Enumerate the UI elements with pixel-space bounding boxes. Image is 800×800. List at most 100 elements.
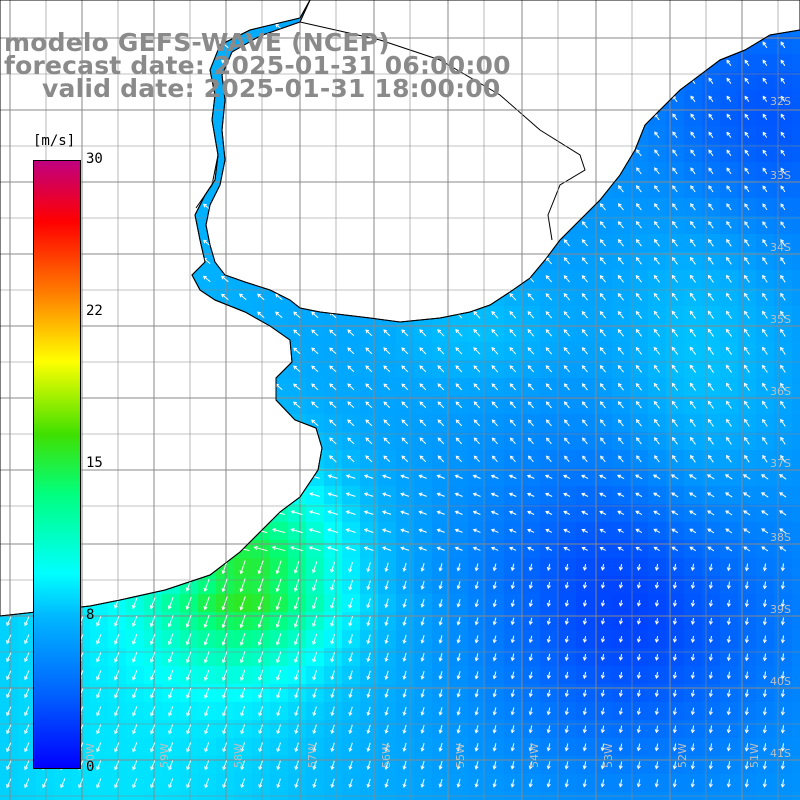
wind-arrow-head: [222, 748, 227, 753]
wind-arrow: [728, 653, 730, 661]
wind-arrow: [545, 365, 553, 373]
wind-arrow-head: [545, 419, 550, 424]
wind-arrow: [403, 670, 407, 680]
lat-label: 32S: [770, 95, 791, 108]
wind-arrow: [743, 474, 751, 480]
wind-arrow-head: [366, 568, 371, 573]
wind-arrow: [385, 580, 389, 590]
wind-arrow: [601, 725, 605, 733]
wind-arrow-head: [636, 711, 641, 716]
wind-arrow-head: [420, 621, 425, 626]
lat-label: 36S: [770, 385, 791, 398]
wind-arrow: [618, 221, 624, 229]
wind-arrow-head: [545, 293, 550, 298]
wind-arrow: [239, 293, 247, 301]
wind-arrow-head: [276, 676, 281, 681]
wind-arrow: [349, 706, 353, 716]
wind-arrow-head: [635, 401, 640, 405]
wind-arrow: [581, 511, 589, 515]
wind-arrow-head: [6, 766, 10, 771]
wind-arrow: [96, 706, 102, 716]
wind-arrow-head: [563, 474, 568, 479]
wind-arrow-head: [456, 603, 461, 608]
wind-arrow-head: [347, 455, 352, 460]
wind-arrow-head: [654, 620, 659, 625]
wind-arrow-head: [654, 584, 659, 589]
wind-arrow: [726, 311, 732, 319]
wind-arrow: [473, 311, 481, 319]
wind-arrow-head: [546, 693, 551, 698]
wind-arrow: [383, 347, 391, 355]
wind-arrow: [674, 618, 676, 624]
wind-arrow-head: [546, 584, 551, 589]
wind-arrow: [726, 60, 732, 66]
wind-arrow-head: [401, 329, 406, 334]
wind-arrow: [780, 41, 786, 49]
wind-arrow-head: [780, 238, 785, 244]
wind-arrow-head: [114, 694, 119, 699]
wind-arrow: [780, 437, 786, 445]
wind-arrow: [655, 671, 659, 679]
wind-arrow-head: [617, 257, 622, 262]
wind-arrow: [493, 779, 497, 787]
wind-arrow-head: [114, 730, 119, 735]
wind-arrow-head: [600, 747, 605, 752]
wind-arrow: [491, 511, 499, 515]
wind-arrow: [690, 114, 696, 120]
wind-arrow-head: [238, 41, 243, 46]
wind-arrow-head: [762, 221, 767, 226]
wind-arrow-head: [726, 567, 731, 572]
wind-arrow: [96, 760, 102, 770]
wind-arrow: [222, 632, 228, 646]
wind-arrow-head: [168, 748, 173, 753]
wind-arrow: [221, 59, 229, 67]
wind-arrow-head: [222, 676, 226, 682]
wind-arrow: [150, 670, 156, 680]
wind-arrow: [618, 239, 624, 247]
wind-arrow: [654, 185, 660, 193]
wind-arrow: [689, 365, 697, 373]
wind-arrow-head: [618, 692, 623, 698]
wind-arrow: [473, 329, 481, 337]
wind-arrow-head: [618, 455, 622, 460]
wind-arrow: [745, 779, 749, 787]
wind-arrow: [671, 293, 679, 301]
wind-arrow: [672, 455, 678, 463]
wind-arrow-head: [726, 657, 731, 662]
wind-arrow-head: [222, 766, 227, 771]
wind-arrow-head: [726, 729, 731, 734]
wind-arrow: [690, 257, 696, 265]
wind-arrow: [582, 383, 588, 391]
wind-arrow-head: [564, 638, 569, 643]
wind-arrow: [473, 347, 481, 355]
wind-arrow: [367, 724, 371, 734]
wind-arrow-head: [271, 545, 276, 550]
wind-arrow: [400, 511, 410, 515]
wind-arrow: [708, 419, 714, 427]
wind-arrow: [96, 742, 102, 752]
wind-arrow: [601, 779, 605, 787]
wind-arrow-head: [132, 784, 137, 789]
wind-arrow: [96, 670, 102, 680]
wind-arrow-head: [762, 585, 767, 590]
wind-arrow-head: [6, 676, 10, 681]
wind-arrow-head: [168, 694, 173, 699]
wind-arrow-head: [617, 546, 622, 551]
wind-arrow: [672, 257, 678, 265]
wind-arrow-head: [654, 131, 658, 136]
wind-arrow: [421, 670, 425, 680]
wind-arrow-head: [257, 588, 262, 593]
wind-arrow-head: [761, 528, 766, 533]
wind-arrow: [655, 581, 659, 589]
wind-arrow: [764, 599, 766, 607]
wind-arrow: [780, 185, 786, 193]
wind-arrow-head: [345, 510, 350, 515]
wind-arrow-head: [690, 454, 694, 459]
wind-arrow: [547, 779, 551, 787]
wind-arrow: [780, 203, 786, 211]
wind-arrow-head: [456, 747, 461, 752]
wind-arrow-head: [456, 639, 461, 644]
wind-arrow: [780, 365, 786, 373]
wind-arrow-head: [204, 712, 209, 717]
wind-arrow: [222, 596, 228, 610]
